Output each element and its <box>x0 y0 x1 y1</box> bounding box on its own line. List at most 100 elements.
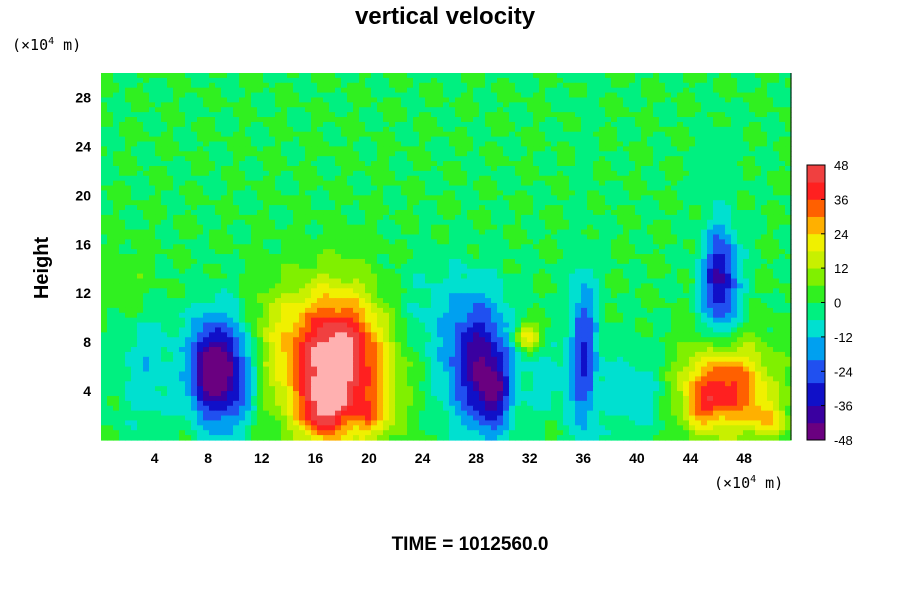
heatmap-cell <box>617 156 624 162</box>
heatmap-cell <box>269 210 276 216</box>
heatmap-cell <box>671 170 678 177</box>
heatmap-cell <box>293 156 300 162</box>
heatmap-cell <box>671 200 678 206</box>
heatmap-cell <box>773 200 780 206</box>
heatmap-cell <box>281 112 288 118</box>
heatmap-cell <box>353 131 360 138</box>
heatmap-cell <box>155 107 162 113</box>
heatmap-cell <box>443 195 450 201</box>
heatmap-cell <box>305 283 312 289</box>
heatmap-cell <box>755 73 762 79</box>
heatmap-cell <box>617 146 624 152</box>
heatmap-cell <box>461 258 468 265</box>
heatmap-cell <box>701 190 708 196</box>
heatmap-cell <box>407 205 414 211</box>
heatmap-cell <box>455 156 462 162</box>
heatmap-cell <box>725 190 732 196</box>
heatmap-cell <box>377 234 384 240</box>
heatmap-cell <box>245 141 252 147</box>
heatmap-cell <box>497 126 504 133</box>
heatmap-cell <box>413 117 420 123</box>
heatmap-cell <box>503 97 510 103</box>
heatmap-cell <box>365 141 372 147</box>
heatmap-cell <box>287 102 294 108</box>
heatmap-cell <box>413 200 420 206</box>
heatmap-cell <box>593 185 600 192</box>
heatmap-cell <box>491 205 498 211</box>
heatmap-cell <box>629 180 636 187</box>
heatmap-cell <box>251 249 258 255</box>
heatmap-cell <box>749 229 756 236</box>
heatmap-cell <box>449 224 456 231</box>
heatmap-cell <box>605 234 612 240</box>
heatmap-cell <box>719 117 726 123</box>
heatmap-cell <box>749 205 756 211</box>
heatmap-cell <box>293 249 300 255</box>
heatmap-cell <box>707 210 714 216</box>
heatmap-cell <box>353 224 360 231</box>
heatmap-cell <box>725 112 732 118</box>
heatmap-cell <box>773 234 780 240</box>
heatmap-cell <box>611 87 618 94</box>
heatmap-cell <box>407 224 414 231</box>
heatmap-cell <box>167 273 174 280</box>
heatmap-cell <box>317 219 324 226</box>
heatmap-cell <box>245 126 252 133</box>
heatmap-cell <box>227 175 234 182</box>
heatmap-cell <box>143 117 150 123</box>
heatmap-cell <box>539 258 546 265</box>
heatmap-cell <box>731 92 738 99</box>
heatmap-cell <box>149 214 156 221</box>
heatmap-cell <box>461 77 468 84</box>
heatmap-cell <box>401 185 408 192</box>
heatmap-cell <box>707 195 714 201</box>
heatmap-cell <box>671 165 678 172</box>
heatmap-cell <box>563 239 570 245</box>
heatmap-cell <box>437 126 444 133</box>
heatmap-cell <box>293 210 300 216</box>
heatmap-cell <box>113 249 120 255</box>
heatmap-cell <box>359 224 366 231</box>
heatmap-cell <box>491 165 498 172</box>
heatmap-cell <box>275 219 282 226</box>
heatmap-cell <box>329 156 336 162</box>
heatmap-cell <box>101 195 108 201</box>
heatmap-cell <box>281 87 288 94</box>
heatmap-cell <box>335 244 342 250</box>
heatmap-cell <box>701 151 708 157</box>
heatmap-cell <box>785 117 792 123</box>
heatmap-cell <box>359 141 366 147</box>
heatmap-cell <box>467 234 474 240</box>
heatmap-cell <box>179 278 186 285</box>
heatmap-cell <box>359 126 366 133</box>
heatmap-cell <box>305 244 312 250</box>
heatmap-cell <box>179 190 186 196</box>
heatmap-cell <box>605 210 612 216</box>
heatmap-cell <box>545 107 552 113</box>
heatmap-cell <box>443 73 450 79</box>
heatmap-cell <box>761 77 768 84</box>
heatmap-cell <box>113 121 120 128</box>
heatmap-cell <box>143 107 150 113</box>
heatmap-cell <box>569 77 576 84</box>
heatmap-cell <box>557 126 564 133</box>
heatmap-cell <box>767 92 774 99</box>
heatmap-cell <box>293 126 300 133</box>
heatmap-cell <box>611 131 618 138</box>
heatmap-cell <box>257 107 264 113</box>
heatmap-cell <box>329 126 336 133</box>
heatmap-cell <box>275 244 282 250</box>
heatmap-cell <box>563 73 570 79</box>
heatmap-cell <box>701 112 708 118</box>
heatmap-cell <box>257 205 264 211</box>
heatmap-cell <box>659 107 666 113</box>
heatmap-cell <box>233 136 240 143</box>
heatmap-cell <box>311 107 318 113</box>
heatmap-cell <box>701 258 708 265</box>
heatmap-cell <box>215 268 222 275</box>
heatmap-cell <box>383 112 390 118</box>
heatmap-cell <box>107 273 114 280</box>
heatmap-cell <box>401 234 408 240</box>
heatmap-cell <box>653 254 660 260</box>
heatmap-cell <box>305 200 312 206</box>
